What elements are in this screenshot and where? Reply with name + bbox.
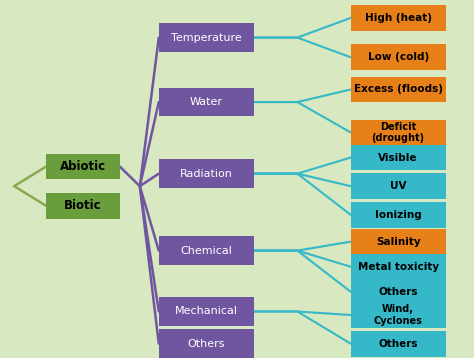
Text: Ionizing: Ionizing bbox=[375, 210, 421, 220]
Text: Radiation: Radiation bbox=[180, 169, 233, 179]
FancyBboxPatch shape bbox=[351, 279, 446, 305]
FancyBboxPatch shape bbox=[351, 202, 446, 228]
FancyBboxPatch shape bbox=[159, 297, 254, 326]
Text: Visible: Visible bbox=[378, 153, 418, 163]
Text: Others: Others bbox=[187, 339, 225, 349]
FancyBboxPatch shape bbox=[351, 44, 446, 70]
Text: Others: Others bbox=[378, 287, 418, 297]
Text: High (heat): High (heat) bbox=[365, 13, 432, 23]
FancyBboxPatch shape bbox=[351, 331, 446, 357]
Text: Excess (floods): Excess (floods) bbox=[354, 84, 443, 95]
Text: Deficit
(drought): Deficit (drought) bbox=[372, 122, 425, 143]
FancyBboxPatch shape bbox=[159, 236, 254, 265]
Text: Salinity: Salinity bbox=[376, 237, 420, 247]
FancyBboxPatch shape bbox=[351, 173, 446, 199]
Text: UV: UV bbox=[390, 181, 406, 191]
FancyBboxPatch shape bbox=[159, 159, 254, 188]
FancyBboxPatch shape bbox=[46, 193, 119, 219]
FancyBboxPatch shape bbox=[159, 23, 254, 52]
FancyBboxPatch shape bbox=[351, 77, 446, 102]
Text: Metal toxicity: Metal toxicity bbox=[357, 262, 439, 272]
FancyBboxPatch shape bbox=[351, 120, 446, 145]
Text: Chemical: Chemical bbox=[180, 246, 232, 256]
Text: Wind,
Cyclones: Wind, Cyclones bbox=[374, 304, 423, 326]
FancyBboxPatch shape bbox=[351, 5, 446, 31]
FancyBboxPatch shape bbox=[351, 229, 446, 255]
FancyBboxPatch shape bbox=[351, 145, 446, 170]
Text: Mechanical: Mechanical bbox=[175, 306, 237, 316]
Text: Abiotic: Abiotic bbox=[60, 160, 106, 173]
Text: Temperature: Temperature bbox=[171, 33, 242, 43]
Text: Biotic: Biotic bbox=[64, 199, 102, 212]
FancyBboxPatch shape bbox=[159, 329, 254, 358]
FancyBboxPatch shape bbox=[46, 154, 119, 179]
Text: Low (cold): Low (cold) bbox=[367, 52, 429, 62]
FancyBboxPatch shape bbox=[351, 254, 446, 280]
Text: Water: Water bbox=[190, 97, 223, 107]
FancyBboxPatch shape bbox=[351, 302, 446, 328]
Text: Others: Others bbox=[378, 339, 418, 349]
FancyBboxPatch shape bbox=[159, 88, 254, 116]
